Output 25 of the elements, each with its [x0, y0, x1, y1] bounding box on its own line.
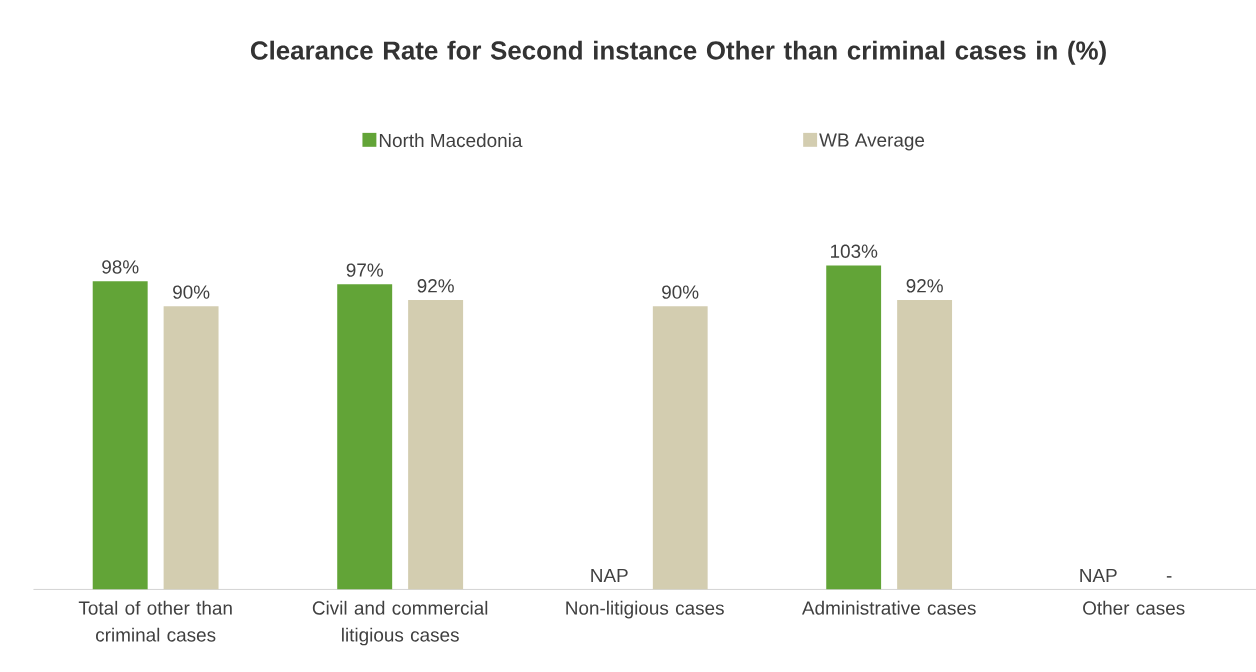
bar [897, 300, 953, 590]
bar [826, 265, 882, 590]
data-label: 98% [102, 260, 139, 274]
x-tick-label: Civil and commercial litigious cases [312, 600, 488, 646]
text: - [1166, 576, 1172, 578]
data-label: 103% [830, 244, 878, 258]
chart-title: Clearance Rate for Second instance Other than criminal cases in (%) [250, 40, 1106, 65]
legend-label: WB Average [819, 133, 925, 151]
legend-label: North Macedonia [379, 133, 523, 148]
text: NAP [591, 568, 628, 582]
x-tick-label: Total of other than criminal cases [78, 600, 232, 642]
data-label: 92% [906, 279, 943, 293]
bar [163, 306, 219, 590]
x-tick-label: Administrative cases [801, 600, 976, 615]
data-label: 92% [417, 279, 454, 293]
data-label: 90% [173, 285, 210, 299]
text: NAP [1080, 568, 1117, 582]
bar [92, 281, 148, 590]
bar [408, 300, 464, 590]
x-tick-label: Other cases [1083, 600, 1185, 615]
bar [652, 306, 708, 590]
x-tick-label: Non-litigious cases [566, 600, 724, 619]
data-label: 90% [662, 285, 699, 299]
data-label: 97% [346, 263, 383, 277]
bar [337, 284, 393, 590]
